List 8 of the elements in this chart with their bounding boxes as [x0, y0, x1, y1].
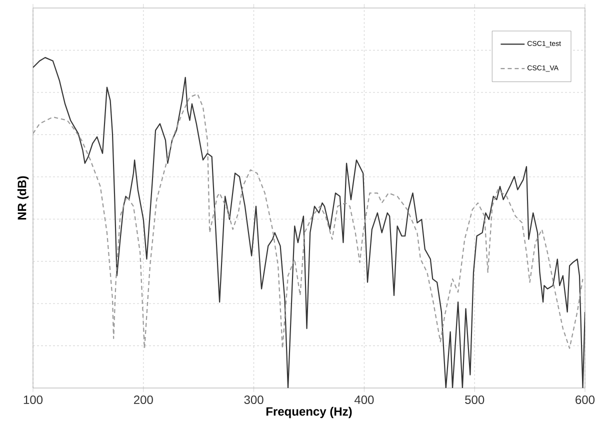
y-axis-title: NR (dB) — [17, 176, 29, 220]
x-tick-label: 100 — [24, 396, 43, 404]
x-tick-label: 600 — [576, 396, 595, 404]
x-tick-label: 300 — [244, 396, 264, 404]
x-axis-title: Frequency (Hz) — [266, 406, 352, 418]
x-tick-label: 200 — [134, 396, 153, 404]
x-tick-label: 400 — [354, 396, 374, 404]
x-tick-label: 500 — [465, 396, 484, 404]
